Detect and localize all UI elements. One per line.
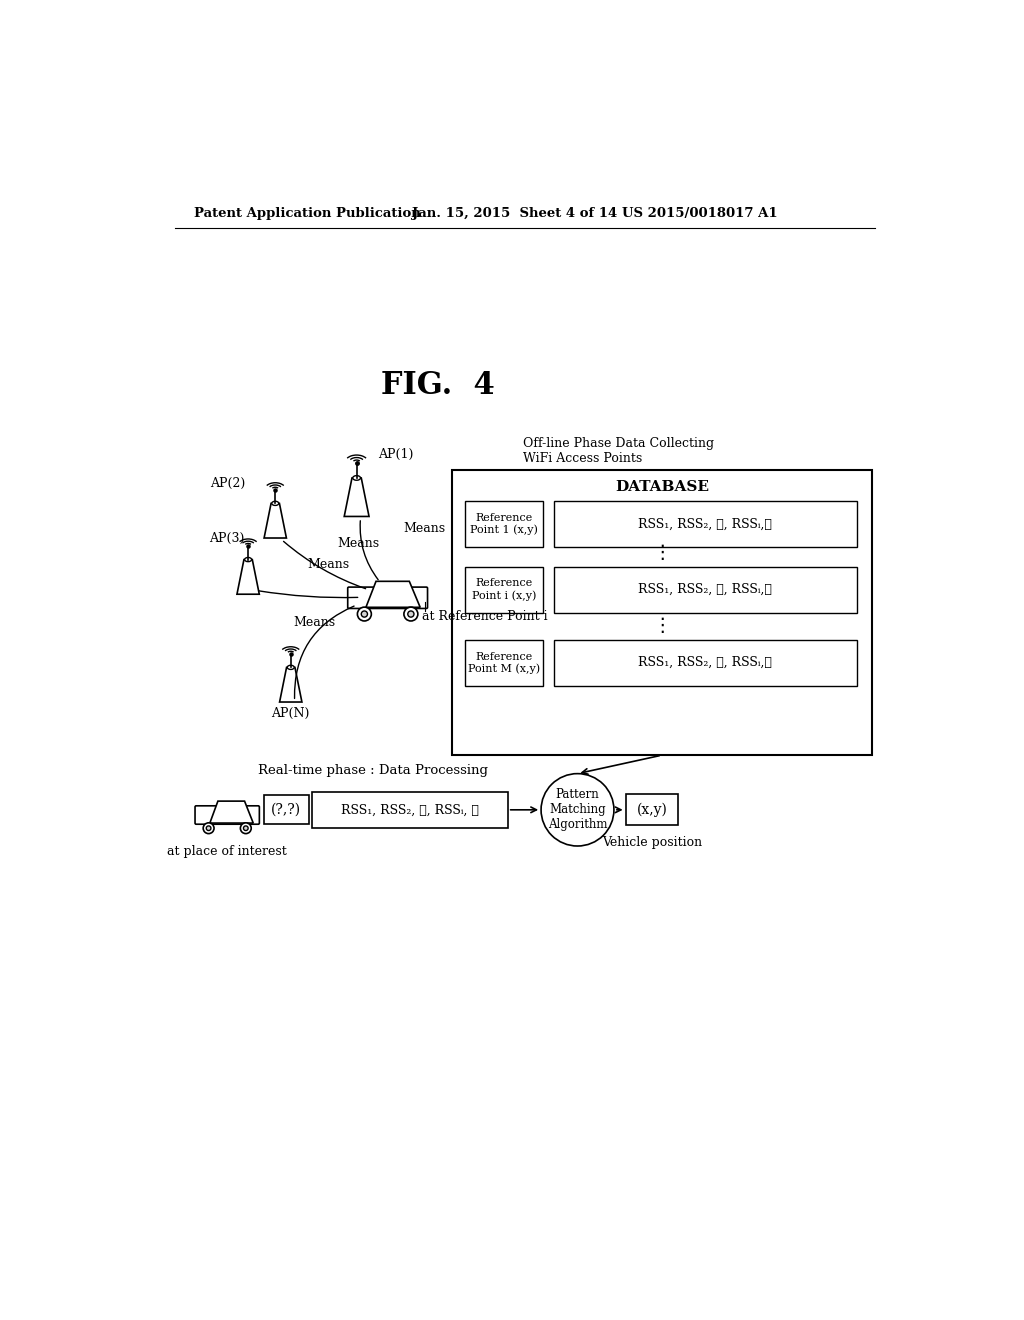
Text: FIG.  4: FIG. 4 <box>381 370 495 401</box>
Text: AP(2): AP(2) <box>211 477 246 490</box>
FancyArrowPatch shape <box>259 591 357 598</box>
Text: Off-line Phase Data Collecting: Off-line Phase Data Collecting <box>523 437 715 450</box>
FancyArrowPatch shape <box>295 606 354 698</box>
Text: RSS₁, RSS₂, ⋯, RSSᵢ,⋯: RSS₁, RSS₂, ⋯, RSSᵢ,⋯ <box>638 656 772 669</box>
Bar <box>554 640 856 686</box>
Bar <box>452 470 872 755</box>
Text: Means: Means <box>308 557 350 570</box>
Circle shape <box>541 774 614 846</box>
Text: Vehicle position: Vehicle position <box>602 836 702 849</box>
Text: Reference
Point 1 (x,y): Reference Point 1 (x,y) <box>470 513 538 536</box>
Text: RSS₁, RSS₂, ⋯, RSSᵢ,⋯: RSS₁, RSS₂, ⋯, RSSᵢ,⋯ <box>638 583 772 597</box>
Text: Reference
Point i (x,y): Reference Point i (x,y) <box>472 578 536 601</box>
Polygon shape <box>210 801 253 824</box>
Ellipse shape <box>352 475 360 480</box>
Text: Real-time phase : Data Processing: Real-time phase : Data Processing <box>258 764 488 777</box>
Bar <box>263 795 308 825</box>
Polygon shape <box>366 581 420 607</box>
Text: ⋮: ⋮ <box>652 616 672 635</box>
Circle shape <box>357 607 372 620</box>
Text: Jan. 15, 2015  Sheet 4 of 14: Jan. 15, 2015 Sheet 4 of 14 <box>413 207 617 220</box>
Text: Means: Means <box>293 616 335 630</box>
Bar <box>554 502 856 548</box>
Text: Means: Means <box>403 521 445 535</box>
Text: Reference
Point M (x,y): Reference Point M (x,y) <box>468 652 540 675</box>
Text: AP(3): AP(3) <box>209 532 245 545</box>
Text: (?,?): (?,?) <box>271 803 301 817</box>
Text: Pattern
Matching
Algorithm: Pattern Matching Algorithm <box>548 788 607 832</box>
Text: WiFi Access Points: WiFi Access Points <box>523 453 642 465</box>
Polygon shape <box>237 560 259 594</box>
Polygon shape <box>344 478 369 516</box>
Text: US 2015/0018017 A1: US 2015/0018017 A1 <box>623 207 778 220</box>
Circle shape <box>206 826 211 830</box>
Text: Patent Application Publication: Patent Application Publication <box>194 207 421 220</box>
Bar <box>465 566 543 612</box>
Text: at place of interest: at place of interest <box>167 845 287 858</box>
Circle shape <box>244 826 248 830</box>
Ellipse shape <box>288 665 294 669</box>
FancyArrowPatch shape <box>284 541 366 589</box>
Circle shape <box>408 611 414 618</box>
Polygon shape <box>264 503 287 539</box>
Text: ⋮: ⋮ <box>652 543 672 562</box>
Bar <box>465 502 543 548</box>
Bar <box>554 566 856 612</box>
Text: AP(1): AP(1) <box>378 449 414 462</box>
Circle shape <box>241 822 251 834</box>
Bar <box>465 640 543 686</box>
Polygon shape <box>280 668 302 702</box>
Text: RSS₁, RSS₂, ⋯, RSSᵢ, ⋯: RSS₁, RSS₂, ⋯, RSSᵢ, ⋯ <box>341 804 479 816</box>
Text: AP(N): AP(N) <box>271 708 310 721</box>
Bar <box>626 795 678 825</box>
Text: at Reference Point i: at Reference Point i <box>423 610 548 623</box>
Text: DATABASE: DATABASE <box>615 480 709 494</box>
Text: Means: Means <box>337 537 379 550</box>
FancyBboxPatch shape <box>348 587 428 609</box>
Ellipse shape <box>271 502 279 506</box>
Circle shape <box>361 611 368 618</box>
Text: (x,y): (x,y) <box>637 803 668 817</box>
FancyArrowPatch shape <box>360 521 378 579</box>
Circle shape <box>203 822 214 834</box>
Text: RSS₁, RSS₂, ⋯, RSSᵢ,⋯: RSS₁, RSS₂, ⋯, RSSᵢ,⋯ <box>638 517 772 531</box>
Bar <box>312 792 508 828</box>
Circle shape <box>403 607 418 620</box>
FancyBboxPatch shape <box>195 805 259 824</box>
Ellipse shape <box>245 557 252 561</box>
